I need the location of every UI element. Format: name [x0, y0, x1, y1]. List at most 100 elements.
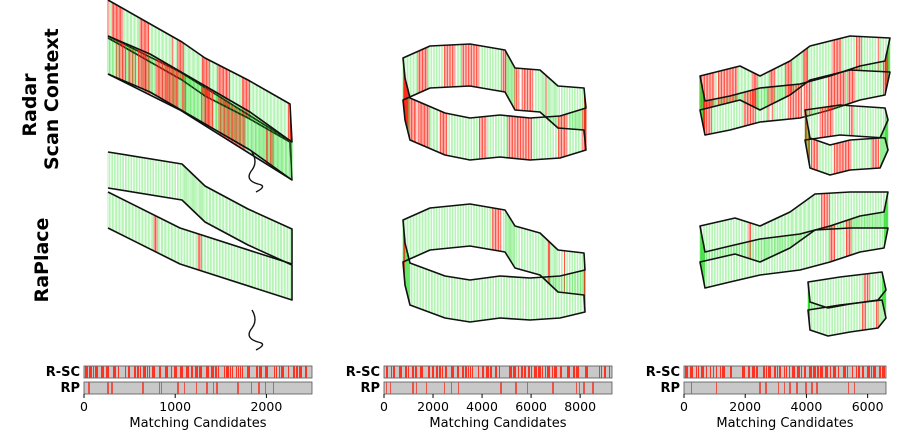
strip-error-mark [792, 366, 795, 378]
strip-error-mark [457, 366, 459, 378]
strip-error-mark [796, 382, 798, 394]
strip-error-mark [685, 366, 688, 378]
strip-error-mark [854, 382, 855, 394]
trajectory-bottom [402, 245, 586, 323]
trajectory-top [402, 203, 586, 281]
strip-error-mark [444, 382, 445, 394]
strip-error-mark [458, 382, 459, 394]
strip-error-mark [759, 382, 761, 394]
strip-error-mark [567, 366, 570, 378]
strip-error-mark [134, 366, 136, 378]
strip-error-mark [265, 366, 268, 378]
strip-error-mark [710, 366, 711, 378]
strip-error-mark [513, 366, 516, 378]
trajectory-bottom [402, 85, 587, 161]
trajectory-top [804, 104, 889, 146]
strip-error-mark [696, 366, 697, 378]
strip-error-mark [152, 366, 155, 378]
strip-error-mark [521, 366, 523, 378]
strip-error-mark [820, 366, 823, 378]
strip-error-mark [531, 366, 532, 378]
strip-error-mark [784, 382, 785, 394]
strip-error-mark [184, 382, 185, 394]
strip-error-mark [149, 366, 150, 378]
trajectory-bottom [699, 227, 889, 289]
strip-error-mark [274, 366, 275, 378]
strip-error-mark [774, 366, 776, 378]
strip-error-mark [432, 366, 434, 378]
strip-error-mark [238, 366, 239, 378]
strip-error-mark [500, 382, 502, 394]
strip-error-mark [101, 366, 104, 378]
strip-error-mark [408, 366, 409, 378]
strip-error-mark [847, 366, 848, 378]
strip-error-mark [451, 366, 454, 378]
strip-error-mark [288, 366, 289, 378]
strip-error-mark [426, 382, 427, 394]
strip-error-mark [472, 366, 473, 378]
strip-error-mark [85, 366, 88, 378]
x-tick-label: 4000 [466, 399, 498, 414]
strip-error-mark [174, 366, 177, 378]
strip-error-mark [386, 382, 387, 394]
strip-error-mark [871, 366, 872, 378]
strip-error-mark [111, 382, 113, 394]
strip-error-mark [165, 366, 168, 378]
ribbon-seq3-rp-1 [699, 191, 889, 289]
strip-error-mark [281, 366, 284, 378]
strip-error-mark [159, 382, 160, 394]
strip-error-mark [305, 366, 307, 378]
strip-error-mark [196, 382, 197, 394]
strip-error-mark [599, 366, 600, 378]
strip-error-mark [495, 366, 497, 378]
strip-label-rsc: R-SC [46, 365, 80, 380]
strip-error-mark [698, 366, 699, 378]
strip-error-mark [88, 382, 90, 394]
strip-error-mark [478, 366, 479, 378]
trajectory-top [107, 151, 293, 265]
strip-error-mark [825, 366, 828, 378]
ribbon-seq2-sc [402, 43, 587, 161]
strip-error-mark [609, 366, 610, 378]
strip-error-mark [211, 366, 214, 378]
strip-error-mark [137, 366, 139, 378]
strip-error-mark [722, 366, 725, 378]
strip-error-mark [527, 382, 528, 394]
strip-error-mark [412, 382, 414, 394]
strip-error-mark [545, 366, 546, 378]
strip-error-mark [742, 366, 745, 378]
strip-error-mark [215, 366, 217, 378]
strip-error-mark [191, 366, 193, 378]
strip-error-mark [451, 382, 452, 394]
strip-error-mark [579, 382, 580, 394]
strip-error-mark [251, 382, 252, 394]
strip-error-mark [858, 366, 860, 378]
trajectory-top [107, 35, 293, 143]
x-tick-label: 1000 [159, 399, 191, 414]
strip-error-mark [420, 366, 423, 378]
strip-error-mark [856, 366, 857, 378]
strip-error-mark [784, 366, 785, 378]
strip-error-mark [445, 366, 447, 378]
strip-error-mark [499, 366, 500, 378]
strip-error-mark [416, 382, 417, 394]
strip-error-mark [552, 382, 554, 394]
strip-error-mark [147, 366, 148, 378]
strip-error-mark [879, 366, 881, 378]
strip-error-mark [218, 366, 219, 378]
strip-error-mark [748, 366, 750, 378]
strip-error-mark [125, 366, 126, 378]
trajectory-top [402, 43, 587, 119]
strip-error-mark [399, 366, 402, 378]
strip-error-mark [242, 366, 243, 378]
strip-error-mark [386, 366, 388, 378]
x-tick-label: 2000 [417, 399, 449, 414]
strip-error-mark [273, 382, 274, 394]
strip-error-mark [789, 382, 791, 394]
strip-error-mark [756, 366, 758, 378]
strip-error-mark [585, 366, 588, 378]
strip-error-mark [691, 382, 692, 394]
strip-error-mark [199, 366, 202, 378]
strip-error-mark [873, 366, 876, 378]
